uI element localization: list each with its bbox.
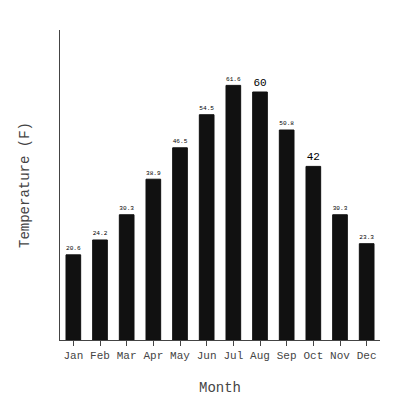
- svg-text:Oct: Oct: [303, 350, 323, 362]
- svg-text:Dec: Dec: [357, 350, 377, 362]
- svg-text:20.6: 20.6: [66, 245, 81, 252]
- svg-text:38.9: 38.9: [146, 170, 161, 177]
- svg-text:30.3: 30.3: [119, 205, 134, 212]
- svg-text:30.3: 30.3: [333, 205, 348, 212]
- svg-text:54.5: 54.5: [199, 105, 214, 112]
- svg-text:46.5: 46.5: [173, 138, 188, 145]
- svg-text:Temperature (F): Temperature (F): [17, 122, 33, 248]
- svg-text:24.2: 24.2: [93, 230, 108, 237]
- svg-text:Apr: Apr: [143, 350, 163, 362]
- svg-text:Nov: Nov: [330, 350, 350, 362]
- svg-text:50.8: 50.8: [279, 120, 294, 127]
- svg-text:Feb: Feb: [90, 350, 110, 362]
- svg-text:42: 42: [307, 151, 320, 163]
- svg-text:Aug: Aug: [250, 350, 270, 362]
- svg-text:May: May: [170, 350, 190, 362]
- svg-text:Jun: Jun: [197, 350, 217, 362]
- svg-text:Mar: Mar: [117, 350, 137, 362]
- svg-text:61.6: 61.6: [226, 76, 241, 83]
- svg-text:Jan: Jan: [63, 350, 83, 362]
- svg-text:Month: Month: [199, 380, 241, 396]
- svg-text:60: 60: [253, 77, 266, 89]
- svg-text:Jul: Jul: [223, 350, 243, 362]
- svg-text:Sep: Sep: [277, 350, 297, 362]
- svg-text:23.3: 23.3: [359, 234, 374, 241]
